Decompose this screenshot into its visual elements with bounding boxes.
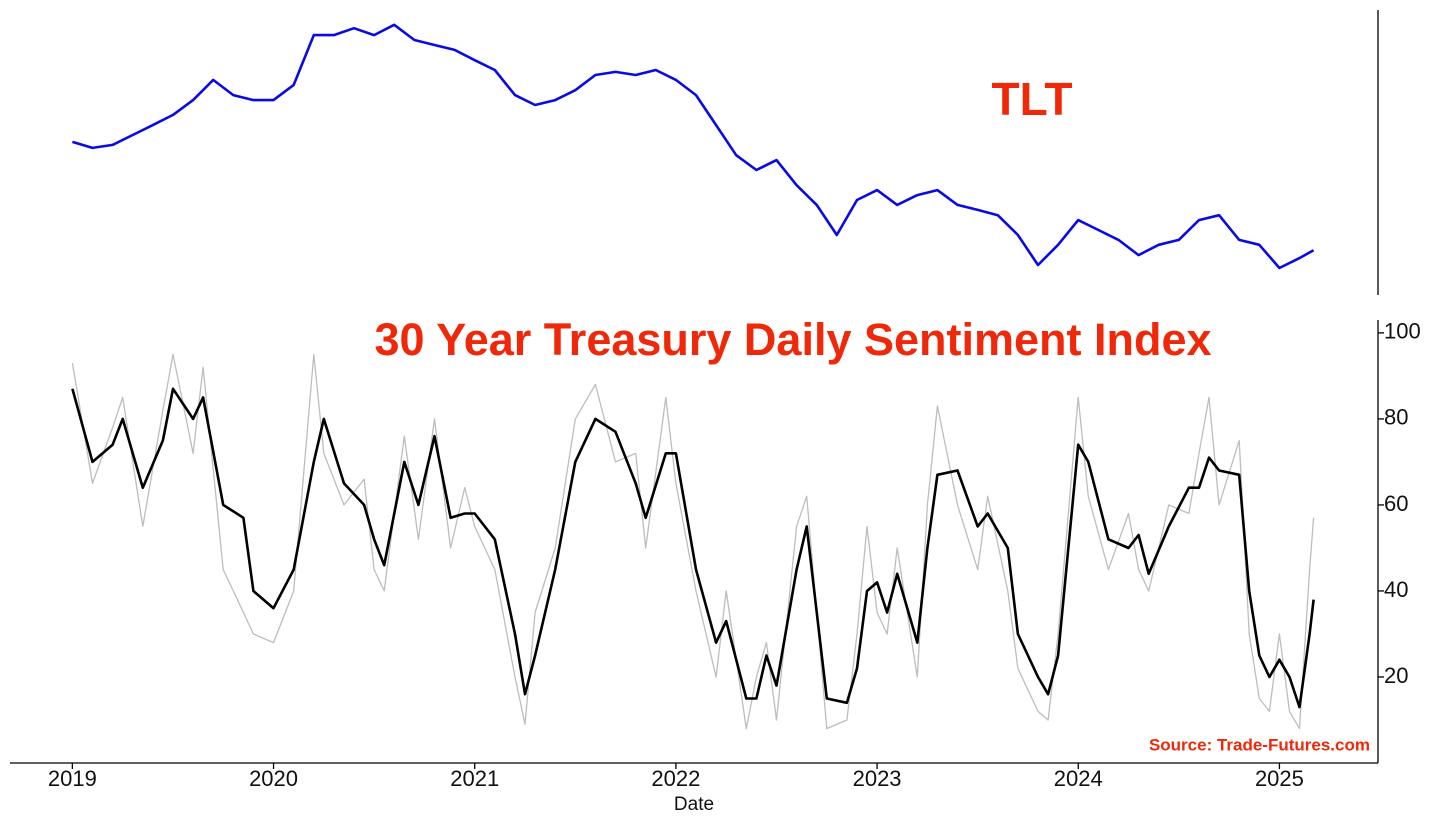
x-tick-label: 2019 — [48, 766, 97, 791]
y-tick-label: 60 — [1384, 491, 1408, 516]
bottom-title: 30 Year Treasury Daily Sentiment Index — [374, 314, 1211, 365]
x-tick-label: 2025 — [1255, 766, 1304, 791]
y-tick-label: 40 — [1384, 577, 1408, 602]
y-tick-label: 80 — [1384, 405, 1408, 430]
top-title: TLT — [992, 73, 1073, 125]
x-tick-label: 2021 — [450, 766, 499, 791]
series-line — [71, 387, 1315, 709]
series-line — [71, 353, 1315, 730]
x-tick-label: 2022 — [651, 766, 700, 791]
x-tick-label: 2023 — [853, 766, 902, 791]
source-note: Source: Trade-Futures.com — [1149, 735, 1370, 754]
series-line — [72, 23, 1315, 270]
x-tick-label: 2020 — [249, 766, 298, 791]
x-tick-label: 2024 — [1054, 766, 1103, 791]
y-tick-label: 100 — [1384, 319, 1421, 344]
x-axis-label: Date — [674, 794, 714, 815]
y-tick-label: 20 — [1384, 663, 1408, 688]
